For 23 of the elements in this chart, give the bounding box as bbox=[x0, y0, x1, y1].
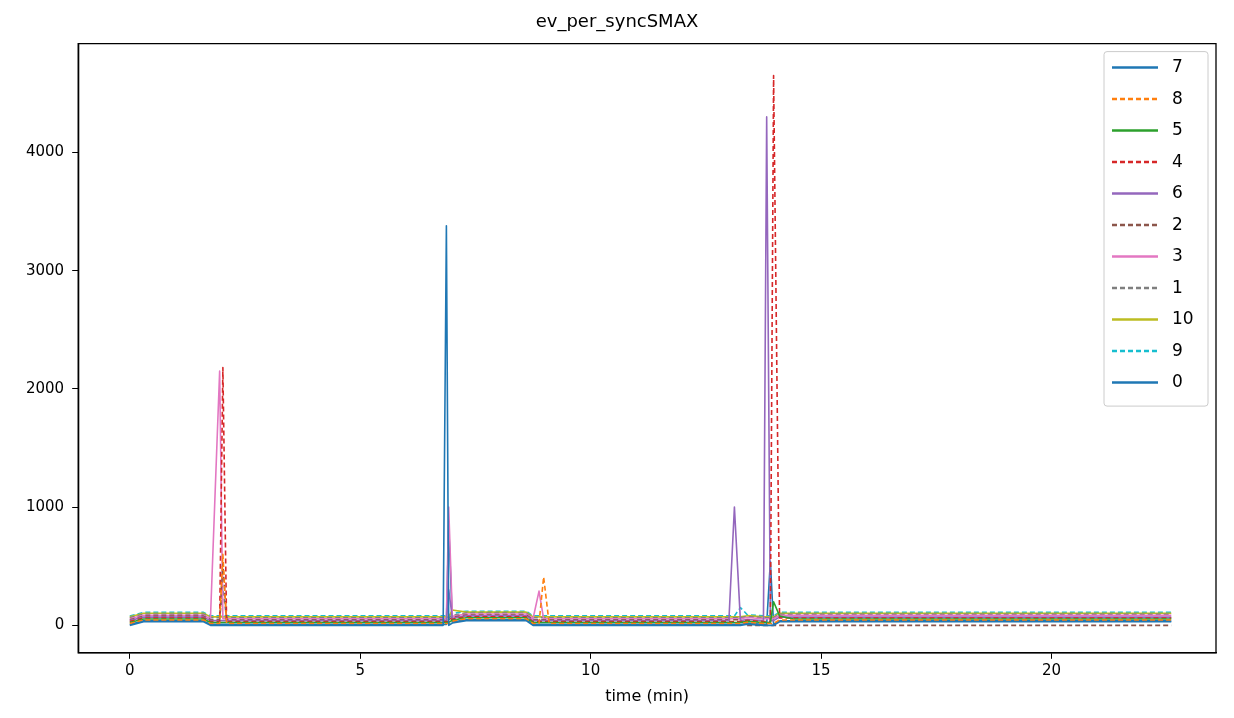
x-tick-label: 15 bbox=[811, 660, 831, 679]
legend-label: 4 bbox=[1172, 150, 1183, 171]
legend-label: 3 bbox=[1172, 245, 1183, 266]
legend-label: 0 bbox=[1172, 371, 1183, 392]
y-tick-label: 4000 bbox=[25, 142, 65, 161]
legend-label: 10 bbox=[1172, 308, 1194, 329]
x-tick-label: 5 bbox=[355, 660, 365, 679]
y-tick-label: 2000 bbox=[25, 378, 65, 397]
chart-title: ev_per_syncSMAX bbox=[535, 10, 699, 33]
legend-label: 8 bbox=[1172, 87, 1183, 108]
y-tick-label: 0 bbox=[54, 615, 65, 634]
y-tick-label: 1000 bbox=[25, 497, 65, 516]
y-tick-label: 3000 bbox=[25, 260, 65, 279]
legend-label: 5 bbox=[1172, 119, 1183, 140]
legend-label: 2 bbox=[1172, 213, 1183, 234]
x-axis-title: time (min) bbox=[605, 685, 690, 705]
x-tick-label: 0 bbox=[125, 660, 135, 679]
legend-label: 1 bbox=[1172, 276, 1183, 297]
x-tick-label: 20 bbox=[1041, 660, 1062, 679]
legend-label: 6 bbox=[1172, 182, 1183, 203]
legend-label: 9 bbox=[1172, 339, 1183, 360]
x-tick-label: 10 bbox=[581, 660, 601, 679]
legend-label: 7 bbox=[1172, 56, 1183, 77]
